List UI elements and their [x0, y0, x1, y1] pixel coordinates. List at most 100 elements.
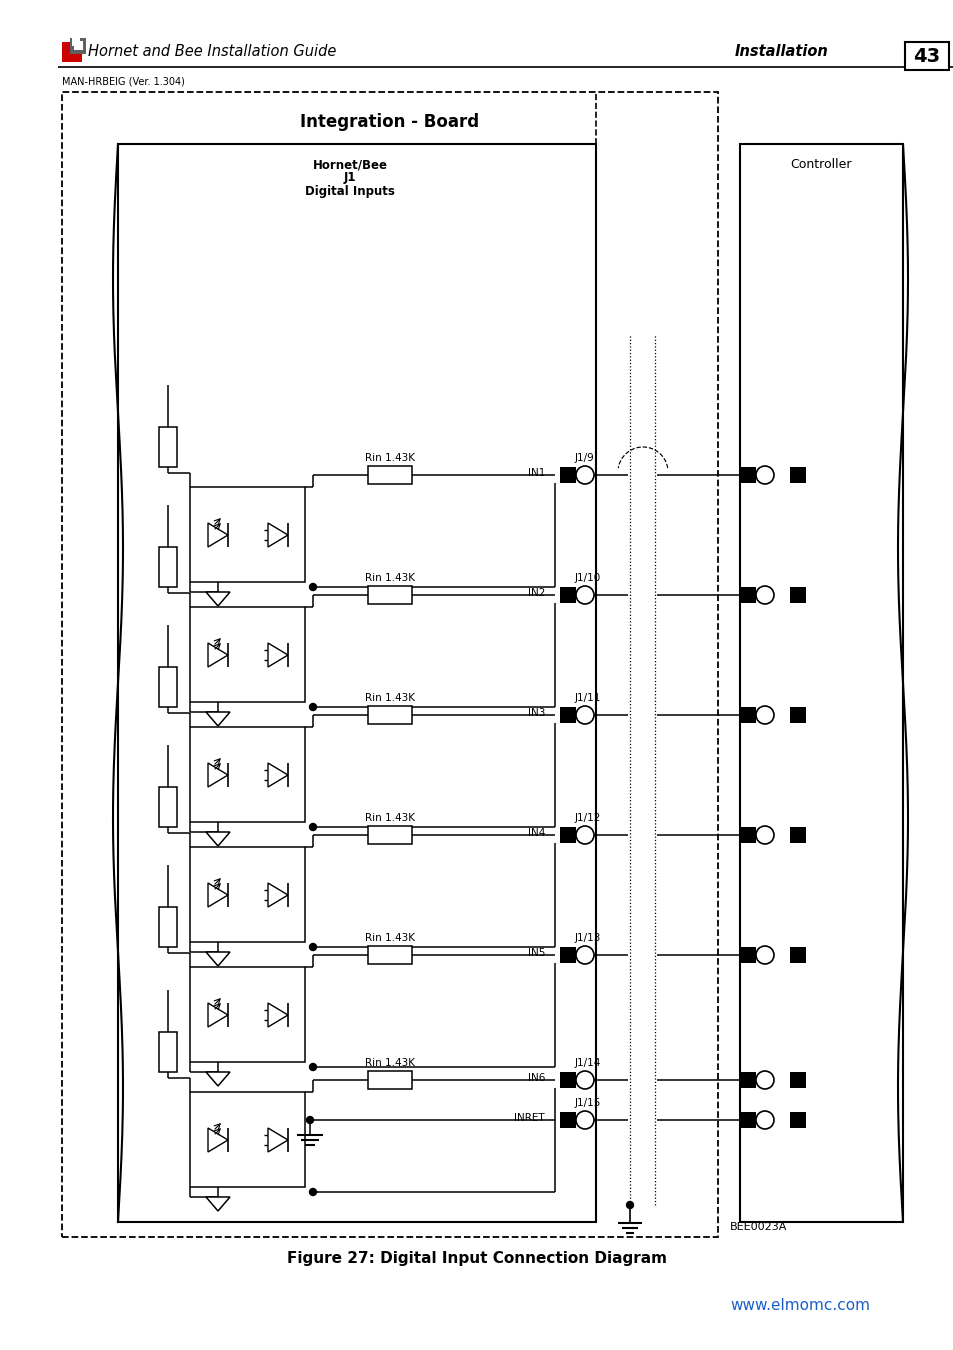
Text: J1/12: J1/12 — [575, 813, 600, 823]
Text: Rin 1.43K: Rin 1.43K — [365, 813, 415, 823]
Polygon shape — [206, 593, 230, 606]
Circle shape — [755, 586, 773, 603]
Circle shape — [755, 826, 773, 844]
Text: Rin 1.43K: Rin 1.43K — [365, 572, 415, 583]
Bar — [159, 1031, 177, 1072]
Bar — [789, 587, 805, 603]
Bar — [159, 547, 177, 587]
Text: J1/13: J1/13 — [575, 933, 600, 944]
Bar — [559, 828, 576, 842]
Text: J1/14: J1/14 — [575, 1058, 600, 1068]
Polygon shape — [208, 522, 228, 547]
Bar — [559, 587, 576, 603]
Circle shape — [576, 706, 594, 724]
Bar — [789, 467, 805, 483]
Polygon shape — [206, 1072, 230, 1085]
Polygon shape — [206, 1197, 230, 1211]
Bar — [740, 1112, 755, 1129]
Circle shape — [755, 1071, 773, 1089]
Bar — [789, 1072, 805, 1088]
Text: IN5: IN5 — [527, 948, 544, 958]
Bar — [740, 946, 755, 963]
Bar — [559, 1112, 576, 1129]
Text: Figure 27: Digital Input Connection Diagram: Figure 27: Digital Input Connection Diag… — [287, 1250, 666, 1265]
Polygon shape — [206, 832, 230, 846]
Polygon shape — [208, 643, 228, 667]
Bar — [559, 707, 576, 724]
Text: Rin 1.43K: Rin 1.43K — [365, 693, 415, 703]
Text: IN6: IN6 — [527, 1073, 544, 1083]
Bar — [190, 846, 305, 942]
Bar — [118, 144, 596, 1222]
Circle shape — [626, 1202, 633, 1208]
Bar — [740, 1072, 755, 1088]
Bar — [159, 427, 177, 467]
Bar — [789, 707, 805, 724]
Text: Rin 1.43K: Rin 1.43K — [365, 454, 415, 463]
Bar — [904, 42, 948, 70]
Circle shape — [755, 706, 773, 724]
Bar — [789, 1112, 805, 1129]
Polygon shape — [208, 883, 228, 907]
Polygon shape — [268, 1129, 288, 1152]
Bar — [368, 826, 412, 844]
Bar — [789, 828, 805, 842]
Bar — [740, 587, 755, 603]
Text: Controller: Controller — [789, 158, 851, 171]
Bar — [70, 38, 86, 54]
Text: J1/9: J1/9 — [575, 454, 594, 463]
Polygon shape — [208, 763, 228, 787]
Circle shape — [755, 946, 773, 964]
Bar — [740, 144, 902, 1222]
Circle shape — [576, 826, 594, 844]
Bar — [74, 40, 83, 50]
Text: J1/10: J1/10 — [575, 572, 600, 583]
Bar — [559, 1072, 576, 1088]
Text: J1/11: J1/11 — [575, 693, 600, 703]
Circle shape — [576, 466, 594, 485]
Text: Hornet and Bee Installation Guide: Hornet and Bee Installation Guide — [88, 45, 336, 59]
Text: www.elmomc.com: www.elmomc.com — [729, 1297, 869, 1312]
Bar — [368, 466, 412, 485]
Bar — [190, 487, 305, 582]
Bar — [740, 707, 755, 724]
Text: IN4: IN4 — [527, 828, 544, 838]
Text: Installation: Installation — [734, 45, 828, 59]
Circle shape — [755, 466, 773, 485]
Bar — [559, 946, 576, 963]
Bar — [62, 92, 718, 1237]
Circle shape — [306, 1116, 314, 1123]
Circle shape — [576, 586, 594, 603]
Text: 43: 43 — [912, 46, 940, 66]
Polygon shape — [206, 711, 230, 726]
Polygon shape — [268, 522, 288, 547]
Text: MAN-HRBEIG (Ver. 1.304): MAN-HRBEIG (Ver. 1.304) — [62, 76, 185, 86]
Text: Digital Inputs: Digital Inputs — [305, 185, 395, 197]
Text: Rin 1.43K: Rin 1.43K — [365, 1058, 415, 1068]
Bar — [740, 828, 755, 842]
Bar — [190, 1092, 305, 1187]
Text: IN2: IN2 — [527, 589, 544, 598]
Bar — [159, 667, 177, 707]
Circle shape — [309, 1064, 316, 1071]
Bar — [190, 728, 305, 822]
Circle shape — [755, 1111, 773, 1129]
Text: INRET: INRET — [514, 1112, 544, 1123]
Bar — [159, 787, 177, 828]
Polygon shape — [268, 883, 288, 907]
Bar — [740, 467, 755, 483]
Text: J1/15: J1/15 — [575, 1098, 600, 1108]
Text: IN1: IN1 — [527, 468, 544, 478]
Bar — [368, 706, 412, 724]
Circle shape — [576, 1111, 594, 1129]
Text: BEE0023A: BEE0023A — [729, 1222, 786, 1233]
Circle shape — [309, 824, 316, 830]
Polygon shape — [268, 763, 288, 787]
Circle shape — [309, 944, 316, 950]
Polygon shape — [206, 952, 230, 967]
Bar — [190, 608, 305, 702]
Polygon shape — [268, 643, 288, 667]
Text: Hornet/Bee: Hornet/Bee — [313, 158, 387, 171]
Circle shape — [309, 703, 316, 710]
Polygon shape — [208, 1129, 228, 1152]
